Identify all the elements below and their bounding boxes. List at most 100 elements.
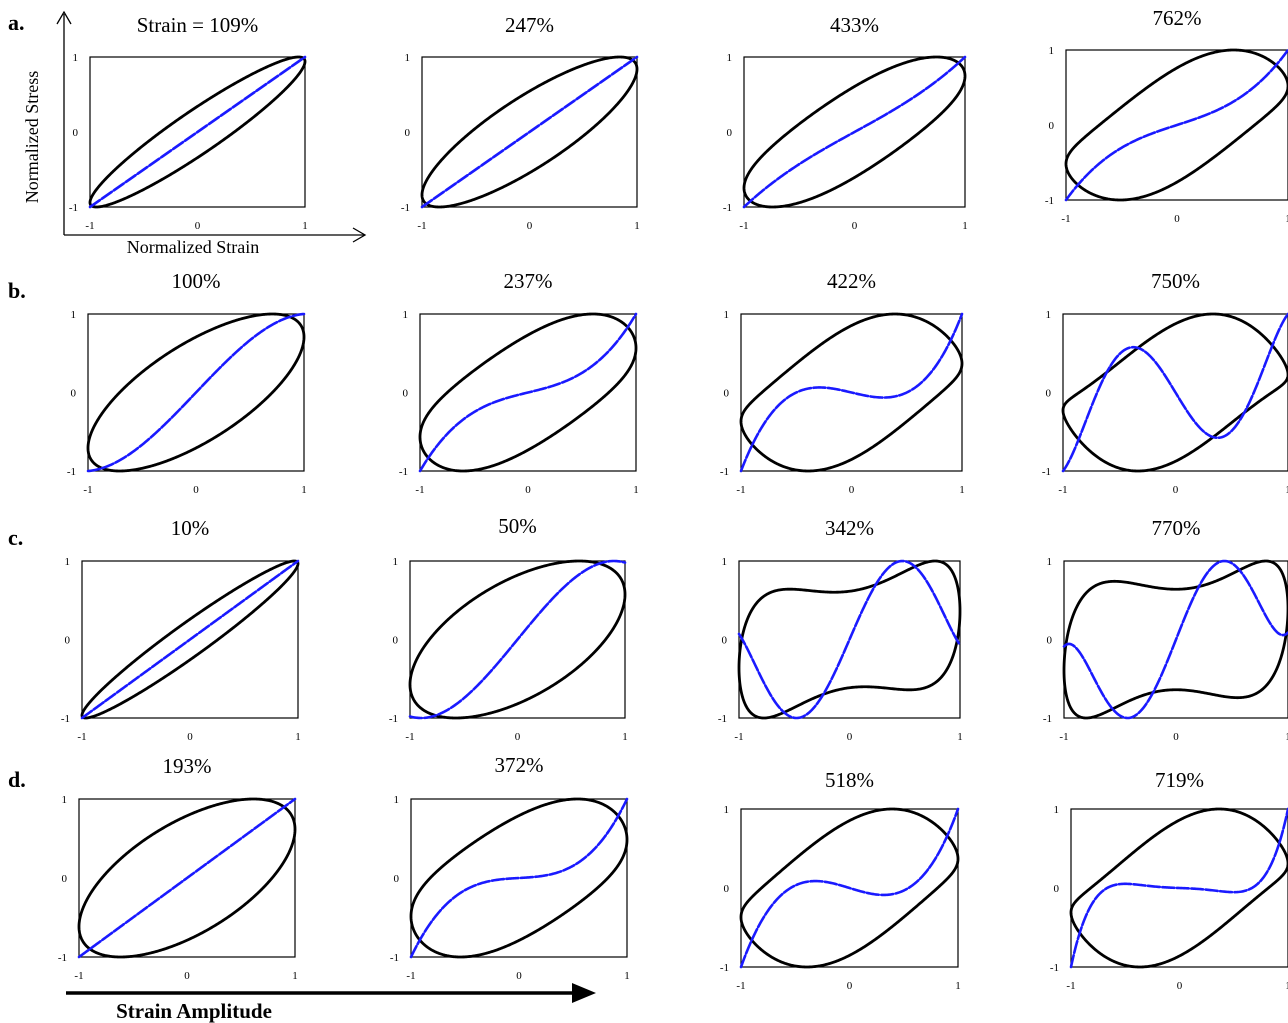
lissajous-loop — [737, 559, 962, 720]
x-tick-label: -1 — [406, 970, 415, 982]
y-tick-label: -1 — [67, 466, 76, 478]
y-tick-label: 0 — [405, 127, 411, 139]
panel-title: Strain = 109% — [137, 13, 259, 37]
x-tick-label: -1 — [405, 731, 414, 743]
panel-title: 770% — [1152, 516, 1201, 540]
x-tick-label: 1 — [955, 980, 961, 992]
row-label-a: a. — [8, 10, 25, 35]
x-tick-label: 1 — [634, 220, 640, 232]
elastic-stress-curve — [408, 559, 627, 720]
x-tick-label: 1 — [959, 484, 965, 496]
panel-11: 342% -1 0 1 -1 0 1 — [718, 516, 963, 743]
x-tick-label: 0 — [515, 731, 521, 743]
x-tick-label: 0 — [516, 970, 522, 982]
panel-title: 750% — [1151, 269, 1200, 293]
y-tick-label: 0 — [403, 388, 409, 400]
x-tick-label: 0 — [1177, 980, 1183, 992]
elastic-stress-curve — [1064, 48, 1288, 202]
y-tick-label: 1 — [65, 556, 71, 568]
y-tick-label: 0 — [724, 883, 730, 895]
y-tick-label: 0 — [73, 127, 79, 139]
x-tick-label: -1 — [736, 980, 745, 992]
panel-3: 433% -1 0 1 -1 0 1 — [723, 13, 968, 232]
panel-title: 719% — [1155, 768, 1204, 792]
panel-title: 342% — [825, 516, 874, 540]
y-tick-label: -1 — [401, 202, 410, 214]
x-tick-label: 1 — [292, 970, 298, 982]
x-tick-label: 1 — [295, 731, 301, 743]
plot-frame — [738, 560, 961, 719]
y-tick-label: 0 — [727, 127, 733, 139]
plot-frame — [419, 313, 637, 472]
lissajous-loop — [88, 55, 307, 209]
panel-15: 518% -1 0 1 -1 0 1 — [720, 768, 961, 992]
y-tick-label: 1 — [1047, 556, 1053, 568]
y-tick-label: -1 — [720, 466, 729, 478]
plot-frame — [740, 808, 959, 968]
x-tick-label: -1 — [1061, 213, 1070, 225]
plot-frame — [81, 560, 299, 719]
panel-8: 750% -1 0 1 -1 0 1 — [1042, 269, 1288, 496]
y-tick-label: 1 — [724, 804, 730, 816]
elastic-stress-curve — [420, 55, 639, 209]
x-axis-arrowhead — [352, 227, 367, 243]
y-tick-label: -1 — [399, 466, 408, 478]
y-tick-label: 1 — [394, 794, 400, 806]
lissajous-loop — [742, 55, 967, 209]
x-tick-label: 0 — [187, 731, 193, 743]
panel-16: 719% -1 0 1 -1 0 1 — [1050, 768, 1288, 992]
plot-frame — [87, 313, 305, 472]
plot-frame — [421, 56, 638, 208]
lissajous-loop — [739, 807, 960, 969]
row-label-d: d. — [8, 767, 26, 792]
x-tick-label: -1 — [417, 220, 426, 232]
x-tick-label: 0 — [193, 484, 199, 496]
y-tick-label: 0 — [71, 388, 77, 400]
x-tick-label: -1 — [83, 484, 92, 496]
panel-title: 100% — [172, 269, 221, 293]
x-tick-label: -1 — [415, 484, 424, 496]
lissajous-loop — [1064, 48, 1288, 202]
y-tick-label: -1 — [61, 713, 70, 725]
x-tick-label: -1 — [736, 484, 745, 496]
panel-12: 770% -1 0 1 -1 0 1 — [1043, 516, 1288, 743]
x-tick-label: -1 — [74, 970, 83, 982]
y-tick-label: 1 — [71, 309, 77, 321]
x-tick-label: 1 — [1285, 731, 1288, 743]
y-tick-label: -1 — [390, 952, 399, 964]
panel-title: 10% — [171, 516, 210, 540]
x-tick-label: 1 — [1285, 213, 1288, 225]
x-tick-label: 0 — [1173, 731, 1179, 743]
y-tick-label: 1 — [1046, 309, 1052, 321]
panel-4: 762% -1 0 1 -1 0 1 — [1045, 6, 1288, 225]
panel-title: 518% — [825, 768, 874, 792]
y-tick-label: 0 — [394, 873, 400, 885]
y-tick-label: 1 — [62, 794, 68, 806]
y-tick-label: -1 — [1045, 195, 1054, 207]
y-tick-label: -1 — [69, 202, 78, 214]
lissajous-loop — [418, 312, 638, 473]
plot-frame — [1070, 808, 1288, 968]
y-tick-label: 0 — [1046, 388, 1052, 400]
y-axis-title: Normalized Stress — [22, 71, 42, 203]
panel-9: 10% -1 0 1 -1 0 1 — [61, 516, 301, 743]
plot-frame — [1062, 313, 1288, 472]
panel-title: 247% — [505, 13, 554, 37]
y-tick-label: 0 — [1049, 120, 1055, 132]
x-tick-label: 1 — [962, 220, 968, 232]
row-label-c: c. — [8, 525, 23, 550]
panel-1: Strain = 109% -1 0 1 -1 0 1 — [69, 13, 308, 232]
lissajous-loop — [420, 55, 639, 209]
elastic-stress-curve — [409, 797, 629, 959]
plot-frame — [1065, 49, 1288, 201]
panel-title: 50% — [498, 514, 537, 538]
y-tick-label: 1 — [722, 556, 728, 568]
panels: Strain = 109% -1 0 1 -1 0 1 247% -1 0 1 -1 0 1 433% -1 0… — [58, 6, 1288, 992]
x-tick-label: 1 — [302, 220, 308, 232]
x-tick-label: 0 — [1174, 213, 1180, 225]
y-axis-arrowhead — [56, 10, 72, 25]
y-tick-label: -1 — [58, 952, 67, 964]
panel-title: 237% — [504, 269, 553, 293]
y-tick-label: -1 — [718, 713, 727, 725]
elastic-stress-curve — [86, 312, 306, 473]
